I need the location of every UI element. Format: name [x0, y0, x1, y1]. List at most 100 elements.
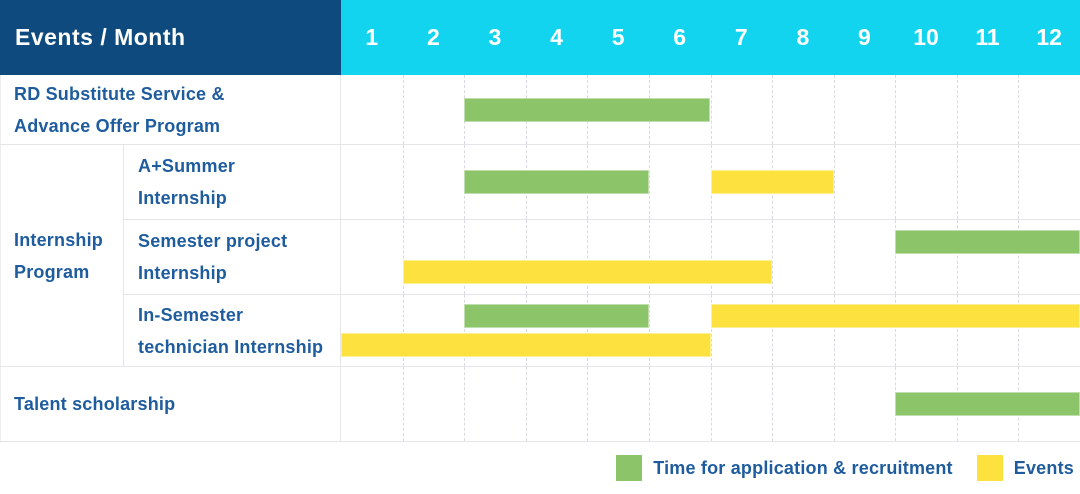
gantt-lane-talent-scholarship: [341, 367, 1080, 441]
corner-header-label: Events / Month: [0, 0, 341, 75]
gantt-bar: [464, 170, 649, 194]
month-gridline: [587, 220, 589, 294]
month-gridline: [402, 220, 404, 294]
gantt-bar: [464, 304, 649, 329]
month-gridline: [833, 367, 835, 441]
group-label-internship-program: Internship Program: [0, 145, 124, 366]
legend-item-events: Events: [976, 455, 1074, 481]
row-label-line: RD Substitute Service &: [14, 83, 225, 104]
month-gridline: [648, 367, 650, 441]
gantt-bar: [710, 170, 834, 194]
month-gridline: [956, 145, 958, 219]
legend-item-recruitment: Time for application & recruitment: [616, 455, 953, 481]
month-gridline: [895, 295, 897, 366]
table-row: In-Semester technician Internship: [124, 295, 1080, 366]
month-axis: 1 2 3 4 5 6 7 8 9 10 11 12: [341, 0, 1080, 75]
month-gridline: [402, 367, 404, 441]
month-gridline: [956, 220, 958, 294]
gantt-bar: [402, 259, 773, 284]
gantt-bar: [341, 333, 711, 358]
month-gridline: [772, 220, 774, 294]
chart-legend: Time for application & recruitment Event…: [0, 442, 1080, 494]
month-tick-6: 6: [673, 24, 687, 50]
month-gridline: [895, 75, 897, 144]
month-gridline: [772, 295, 774, 366]
month-tick-4: 4: [550, 24, 563, 50]
month-gridline: [833, 220, 835, 294]
gantt-bar: [710, 304, 1080, 329]
table-header: Events / Month 1 2 3 4 5 6 7 8 9 10 11 1…: [0, 0, 1080, 75]
month-gridline: [1018, 145, 1020, 219]
month-gridline: [464, 367, 466, 441]
month-gridline: [833, 75, 835, 144]
month-gridline: [956, 295, 958, 366]
month-tick-11: 11: [975, 24, 1000, 50]
yellow-swatch-icon: [976, 455, 1003, 481]
month-gridline: [710, 220, 712, 294]
green-swatch-icon: [616, 455, 643, 481]
month-tick-12: 12: [1036, 24, 1062, 50]
month-gridline: [895, 145, 897, 219]
gantt-lane-a-plus-summer: [341, 145, 1080, 219]
month-tick-5: 5: [611, 24, 625, 50]
internship-program-group: Internship Program A+Summer Internship S…: [0, 145, 1080, 367]
table-row: Talent scholarship: [0, 367, 1080, 442]
group-label-line: Internship: [14, 229, 104, 250]
gantt-lane-semester-project: [341, 220, 1080, 294]
month-gridline: [525, 220, 527, 294]
row-label-semester-project: Semester project Internship: [124, 220, 341, 294]
gantt-lane-rd-substitute: [341, 75, 1080, 144]
month-gridline: [402, 295, 404, 366]
row-label-rd-substitute: RD Substitute Service & Advance Offer Pr…: [0, 75, 341, 144]
month-gridline: [895, 220, 897, 294]
month-gridline: [525, 295, 527, 366]
month-gridline: [464, 220, 466, 294]
group-label-line: Program: [14, 261, 90, 282]
legend-label: Events: [1013, 457, 1074, 478]
group-subrows: A+Summer Internship Semester project Int…: [124, 145, 1080, 366]
month-gridline: [772, 367, 774, 441]
month-gridline: [648, 145, 650, 219]
month-gridline: [587, 295, 589, 366]
month-gridline: [587, 367, 589, 441]
month-gridline: [525, 367, 527, 441]
month-gridline: [402, 75, 404, 144]
month-gridline: [956, 75, 958, 144]
legend-label: Time for application & recruitment: [653, 457, 953, 478]
month-tick-8: 8: [796, 24, 810, 50]
row-label-line: Talent scholarship: [14, 394, 176, 414]
month-tick-3: 3: [488, 24, 502, 50]
month-gridline: [710, 367, 712, 441]
row-label-line: Internship: [138, 263, 228, 283]
month-gridline: [772, 75, 774, 144]
row-label-line: A+Summer: [138, 156, 236, 176]
gantt-bar: [464, 97, 711, 122]
row-label-line: technician Internship: [138, 336, 324, 357]
gantt-bar: [895, 392, 1080, 416]
month-tick-2: 2: [426, 24, 440, 50]
month-tick-1: 1: [365, 24, 379, 50]
month-gridline: [464, 295, 466, 366]
row-label-in-semester-technician: In-Semester technician Internship: [124, 295, 341, 366]
month-gridline: [1018, 75, 1020, 144]
row-label-line: In-Semester: [138, 304, 244, 325]
table-row: Semester project Internship: [124, 220, 1080, 295]
month-gridline: [402, 145, 404, 219]
table-row: RD Substitute Service & Advance Offer Pr…: [0, 75, 1080, 145]
month-gridline: [833, 295, 835, 366]
gantt-bar: [895, 229, 1080, 254]
row-label-line: Internship: [138, 188, 228, 208]
row-label-a-plus-summer: A+Summer Internship: [124, 145, 341, 219]
month-gridline: [1018, 220, 1020, 294]
month-gridline: [648, 220, 650, 294]
gantt-lane-in-semester-technician: [341, 295, 1080, 366]
month-gridline: [1018, 295, 1020, 366]
row-label-line: Semester project: [138, 231, 288, 251]
row-label-talent-scholarship: Talent scholarship: [0, 367, 341, 441]
month-tick-7: 7: [734, 24, 748, 50]
month-tick-9: 9: [858, 24, 871, 50]
month-gridline: [710, 295, 712, 366]
month-gridline: [833, 145, 835, 219]
month-gridline: [648, 295, 650, 366]
